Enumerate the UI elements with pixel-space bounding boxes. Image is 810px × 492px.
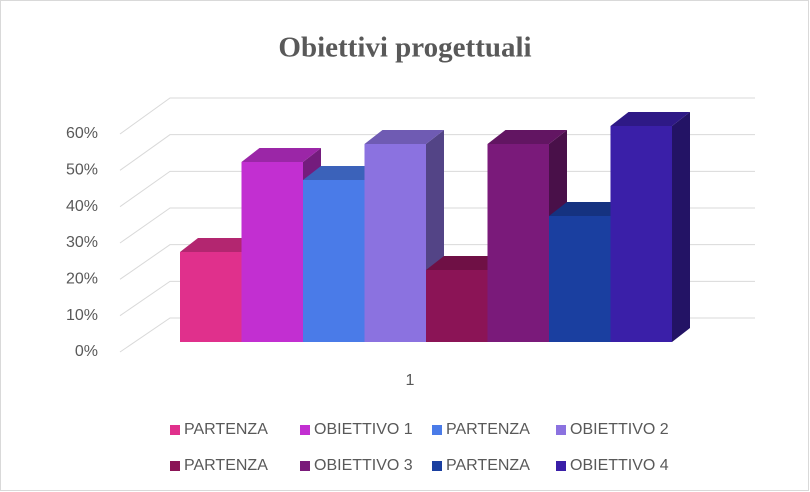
y-tick-label: 40% (66, 198, 98, 215)
bar-top (241, 148, 321, 162)
bar-front (549, 216, 611, 342)
legend-label: OBIETTIVO 1 (314, 421, 413, 438)
bar (610, 112, 690, 342)
bar-front (180, 252, 242, 342)
legend-label: OBIETTIVO 3 (314, 457, 413, 474)
bar-front (426, 270, 488, 342)
legend-swatch (556, 461, 566, 471)
bar-top (180, 238, 260, 252)
bar-front (487, 144, 549, 342)
chart-title: Obiettivi progettuali (278, 32, 531, 64)
legend-swatch (432, 425, 442, 435)
legend-label: PARTENZA (446, 421, 530, 438)
bar-top (610, 112, 690, 126)
legend-label: OBIETTIVO 4 (570, 457, 669, 474)
bar-front (241, 162, 303, 342)
bar-top (303, 166, 383, 180)
x-tick-label: 1 (406, 372, 415, 389)
legend-swatch (432, 461, 442, 471)
legend-swatch (300, 425, 310, 435)
legend-label: OBIETTIVO 2 (570, 421, 669, 438)
legend-swatch (556, 425, 566, 435)
legend-label: PARTENZA (446, 457, 530, 474)
bar-front (610, 126, 672, 342)
y-tick-label: 0% (75, 343, 98, 360)
bar-front (303, 180, 365, 342)
bar-top (549, 202, 629, 216)
legend-label: PARTENZA (184, 421, 268, 438)
bar (364, 130, 444, 342)
y-tick-label: 20% (66, 271, 98, 288)
y-tick-label: 50% (66, 162, 98, 179)
y-tick-label: 60% (66, 125, 98, 142)
y-tick-label: 10% (66, 307, 98, 324)
bar-top (426, 256, 506, 270)
y-tick-label: 30% (66, 234, 98, 251)
bar-side (672, 112, 690, 342)
bar-front (364, 144, 426, 342)
legend-swatch (170, 461, 180, 471)
legend-swatch (300, 461, 310, 471)
bar-top (487, 130, 567, 144)
grid-line (119, 97, 755, 135)
legend-swatch (170, 425, 180, 435)
bar-top (364, 130, 444, 144)
legend-label: PARTENZA (184, 457, 268, 474)
